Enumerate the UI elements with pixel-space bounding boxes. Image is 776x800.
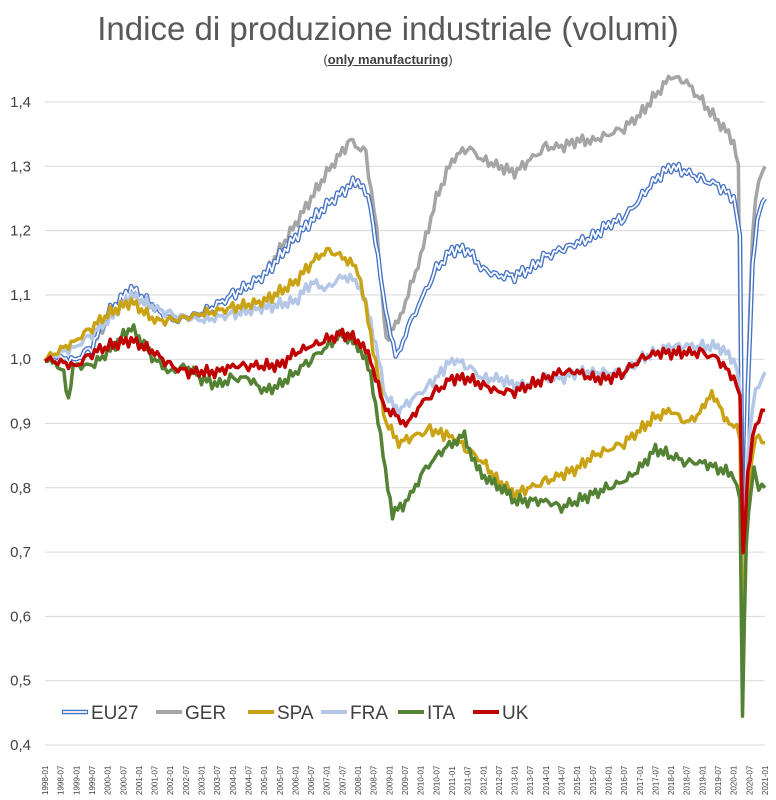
y-tick-label: 1,0 (10, 351, 31, 368)
x-tick-label: 2002-07 (182, 765, 191, 795)
plot-area (43, 74, 767, 718)
x-tick-label: 2008-07 (370, 765, 379, 795)
y-tick-label: 1,1 (10, 287, 31, 304)
x-tick-label: 1999-01 (72, 765, 81, 795)
series-line-ita (44, 323, 767, 718)
legend-label-spa: SPA (277, 703, 314, 724)
x-tick-label: 2001-01 (135, 765, 144, 795)
x-tick-label: 2016-07 (620, 765, 629, 795)
x-tick-label: 2012-07 (495, 765, 504, 795)
x-tick-label: 2012-01 (479, 765, 488, 795)
subtitle-text: only manufacturing (327, 52, 449, 67)
y-axis: 0,4 0,5 0,6 0,7 0,8 0,9 1,0 1,1 1,2 1,3 1,4 (10, 94, 31, 754)
series-line-spa (43, 246, 766, 652)
series-line-fra (43, 272, 767, 578)
legend-label-fra: FRA (350, 703, 388, 724)
series-line-eu27-inner (44, 163, 766, 580)
series-line-uk (44, 327, 766, 555)
y-tick-label: 0,6 (10, 608, 31, 625)
y-tick-label: 0,5 (10, 673, 31, 690)
x-tick-label: 1998-01 (41, 765, 50, 795)
x-tick-label: 2007-07 (338, 765, 347, 795)
x-tick-label: 2017-07 (651, 765, 660, 795)
x-tick-label: 2000-01 (104, 765, 113, 795)
x-tick-label: 2002-01 (166, 765, 175, 795)
x-tick-label: 2013-07 (526, 765, 535, 795)
legend-label-ita: ITA (427, 703, 455, 724)
subtitle-close-paren: ) (448, 52, 453, 67)
legend-label-uk: UK (502, 703, 529, 724)
x-tick-label: 2018-07 (683, 765, 692, 795)
x-tick-label: 2014-07 (558, 765, 567, 795)
y-tick-label: 0,7 (10, 544, 31, 561)
x-tick-label: 2000-07 (119, 765, 128, 795)
x-tick-label: 2006-07 (307, 765, 316, 795)
y-tick-label: 0,4 (10, 737, 31, 754)
x-tick-label: 2010-01 (417, 765, 426, 795)
x-tick-label: 2011-07 (464, 766, 473, 795)
x-tick-label: 2018-01 (667, 765, 676, 795)
x-tick-label: 2019-07 (714, 765, 723, 795)
x-tick-label: 2009-01 (385, 765, 394, 795)
x-tick-label: 2005-07 (276, 765, 285, 795)
y-tick-label: 1,4 (10, 94, 31, 111)
x-tick-label: 2008-01 (354, 765, 363, 795)
x-tick-label: 2003-01 (198, 765, 207, 795)
y-tick-label: 0,8 (10, 480, 31, 497)
x-tick-label: 2020-07 (745, 765, 754, 795)
x-axis: 1998-01 1998-07 1999-01 1999-07 2000-01 2000-… (41, 765, 770, 795)
x-tick-label: 2004-01 (229, 765, 238, 795)
x-tick-label: 2020-01 (730, 765, 739, 795)
x-tick-label: 1998-07 (57, 765, 66, 795)
x-tick-label: 1999-07 (88, 765, 97, 795)
x-tick-label: 2010-07 (432, 765, 441, 795)
chart-title: Indice di produzione industriale (volumi… (97, 10, 679, 47)
chart-subtitle: (only manufacturing) (0, 52, 776, 67)
x-tick-label: 2021-01 (761, 765, 770, 795)
legend-label-eu27: EU27 (91, 703, 139, 724)
y-tick-label: 0,9 (10, 416, 31, 433)
x-tick-label: 2011-01 (448, 766, 457, 795)
gridlines (45, 101, 765, 746)
y-tick-label: 1,2 (10, 223, 31, 240)
x-tick-label: 2004-07 (244, 765, 253, 795)
x-tick-label: 2009-07 (401, 765, 410, 795)
x-tick-label: 2003-07 (213, 765, 222, 795)
series-line-ger (43, 74, 767, 617)
x-tick-label: 2005-01 (260, 765, 269, 795)
x-tick-label: 2014-01 (542, 765, 551, 795)
legend-label-ger: GER (185, 703, 226, 724)
subtitle-open-paren: ( (323, 52, 328, 67)
x-tick-label: 2015-07 (589, 765, 598, 795)
x-tick-label: 2007-01 (323, 765, 332, 795)
x-tick-label: 2017-01 (636, 765, 645, 795)
x-tick-label: 2015-01 (573, 765, 582, 795)
x-tick-label: 2013-01 (511, 765, 520, 795)
x-tick-label: 2001-07 (151, 765, 160, 795)
series-line-eu27 (43, 161, 767, 582)
x-tick-label: 2016-01 (604, 765, 613, 795)
x-tick-label: 2006-01 (291, 765, 300, 795)
y-tick-label: 1,3 (10, 158, 31, 175)
x-tick-label: 2019-01 (698, 765, 707, 795)
legend: EU27 GER SPA FRA ITA UK (62, 703, 529, 724)
